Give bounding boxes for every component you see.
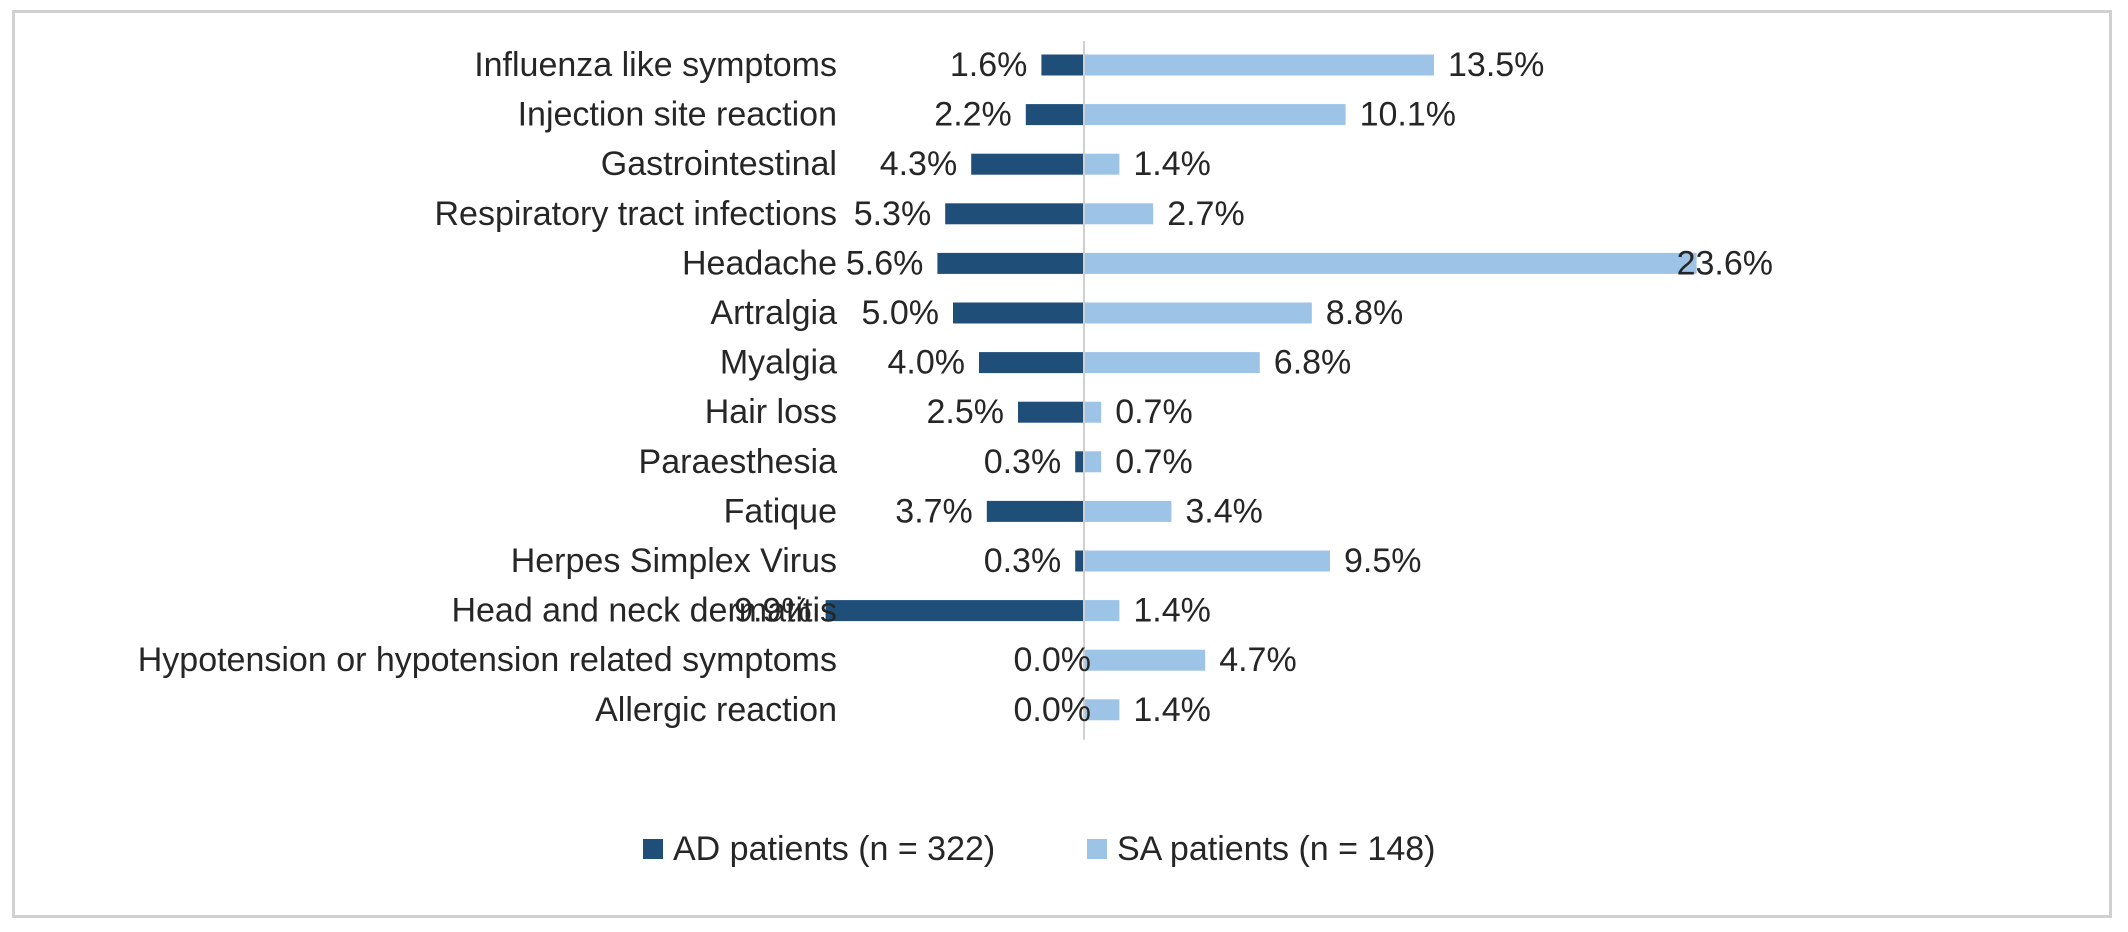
value-label-sa-hypotension-or-hypotension-related-symptoms: 4.7% — [1219, 641, 1297, 679]
value-label-sa-head-and-neck-dermatitis: 1.4% — [1133, 592, 1211, 630]
bar-sa-respiratory-tract-infections — [1083, 203, 1154, 225]
bar-ad-gastrointestinal — [971, 153, 1083, 175]
value-label-ad-headache: 5.6% — [846, 244, 924, 282]
value-label-sa-injection-site-reaction: 10.1% — [1360, 96, 1456, 134]
category-label-gastrointestinal: Gastrointestinal — [601, 145, 837, 183]
value-label-sa-artralgia: 8.8% — [1326, 294, 1404, 332]
category-label-herpes-simplex-virus: Herpes Simplex Virus — [511, 542, 837, 580]
value-label-sa-headache: 23.6% — [1677, 244, 1773, 282]
bar-sa-hair-loss — [1083, 401, 1102, 423]
value-label-sa-respiratory-tract-infections: 2.7% — [1167, 195, 1245, 233]
bar-sa-headache — [1083, 252, 1697, 274]
bar-ad-myalgia — [979, 352, 1083, 374]
bar-sa-influenza-like-symptoms — [1083, 54, 1434, 76]
category-label-head-and-neck-dermatitis: Head and neck dermatitis — [451, 592, 837, 630]
bar-sa-artralgia — [1083, 302, 1312, 324]
category-label-injection-site-reaction: Injection site reaction — [518, 96, 837, 134]
category-label-headache: Headache — [682, 244, 837, 282]
chart-frame: Influenza like symptoms 1.6% 13.5% Injectio… — [12, 10, 2112, 918]
bar-ad-fatique — [986, 500, 1083, 522]
bar-sa-head-and-neck-dermatitis — [1083, 600, 1120, 622]
legend-swatch-sa — [1087, 839, 1107, 859]
adverse-events-chart: Influenza like symptoms 1.6% 13.5% Injectio… — [138, 41, 1773, 868]
bar-ad-head-and-neck-dermatitis — [825, 600, 1083, 622]
value-label-sa-gastrointestinal: 1.4% — [1133, 145, 1211, 183]
legend: AD patients (n = 322) SA patients (n = 1… — [643, 830, 1435, 868]
category-label-myalgia: Myalgia — [720, 344, 837, 382]
bar-ad-influenza-like-symptoms — [1041, 54, 1083, 76]
value-label-ad-hypotension-or-hypotension-related-symptoms: 0.0% — [1014, 641, 1092, 679]
value-label-ad-artralgia: 5.0% — [862, 294, 940, 332]
category-label-allergic-reaction: Allergic reaction — [595, 691, 837, 729]
category-label-paraesthesia: Paraesthesia — [639, 443, 838, 481]
category-label-fatique: Fatique — [724, 492, 837, 530]
bar-sa-myalgia — [1083, 352, 1260, 374]
category-label-artralgia: Artralgia — [710, 294, 837, 332]
bar-sa-herpes-simplex-virus — [1083, 550, 1330, 572]
bar-ad-hair-loss — [1018, 401, 1083, 423]
value-label-ad-respiratory-tract-infections: 5.3% — [854, 195, 932, 233]
bar-ad-artralgia — [953, 302, 1083, 324]
bar-sa-allergic-reaction — [1083, 699, 1120, 721]
value-label-ad-herpes-simplex-virus: 0.3% — [984, 542, 1062, 580]
bars-layer — [825, 54, 1697, 721]
category-label-influenza-like-symptoms: Influenza like symptoms — [474, 46, 837, 84]
labels-layer: Influenza like symptoms 1.6% 13.5% Injectio… — [138, 46, 1773, 729]
bar-ad-headache — [937, 252, 1083, 274]
bar-sa-injection-site-reaction — [1083, 104, 1346, 126]
value-label-ad-head-and-neck-dermatitis: 9.9% — [734, 592, 812, 630]
category-label-hair-loss: Hair loss — [705, 393, 837, 431]
value-label-ad-hair-loss: 2.5% — [927, 393, 1005, 431]
value-label-sa-paraesthesia: 0.7% — [1115, 443, 1193, 481]
bar-sa-paraesthesia — [1083, 451, 1102, 473]
value-label-ad-injection-site-reaction: 2.2% — [934, 96, 1012, 134]
bar-ad-paraesthesia — [1075, 451, 1083, 473]
bar-ad-herpes-simplex-virus — [1075, 550, 1083, 572]
value-label-ad-myalgia: 4.0% — [888, 344, 966, 382]
value-label-ad-allergic-reaction: 0.0% — [1014, 691, 1092, 729]
category-label-hypotension-or-hypotension-related-symptoms: Hypotension or hypotension related sympt… — [138, 641, 837, 679]
legend-label-ad: AD patients (n = 322) — [673, 830, 995, 868]
value-label-sa-herpes-simplex-virus: 9.5% — [1344, 542, 1422, 580]
value-label-ad-influenza-like-symptoms: 1.6% — [950, 46, 1028, 84]
value-label-sa-myalgia: 6.8% — [1274, 344, 1352, 382]
bar-sa-hypotension-or-hypotension-related-symptoms — [1083, 649, 1206, 671]
bar-ad-injection-site-reaction — [1025, 104, 1083, 126]
value-label-ad-gastrointestinal: 4.3% — [880, 145, 958, 183]
value-label-ad-fatique: 3.7% — [895, 492, 973, 530]
bar-sa-gastrointestinal — [1083, 153, 1120, 175]
legend-swatch-ad — [643, 839, 663, 859]
value-label-sa-allergic-reaction: 1.4% — [1133, 691, 1211, 729]
value-label-sa-influenza-like-symptoms: 13.5% — [1448, 46, 1544, 84]
category-label-respiratory-tract-infections: Respiratory tract infections — [435, 195, 838, 233]
value-label-ad-paraesthesia: 0.3% — [984, 443, 1062, 481]
value-label-sa-hair-loss: 0.7% — [1115, 393, 1193, 431]
value-label-sa-fatique: 3.4% — [1185, 492, 1263, 530]
legend-label-sa: SA patients (n = 148) — [1117, 830, 1435, 868]
bar-ad-respiratory-tract-infections — [945, 203, 1083, 225]
bar-sa-fatique — [1083, 500, 1172, 522]
